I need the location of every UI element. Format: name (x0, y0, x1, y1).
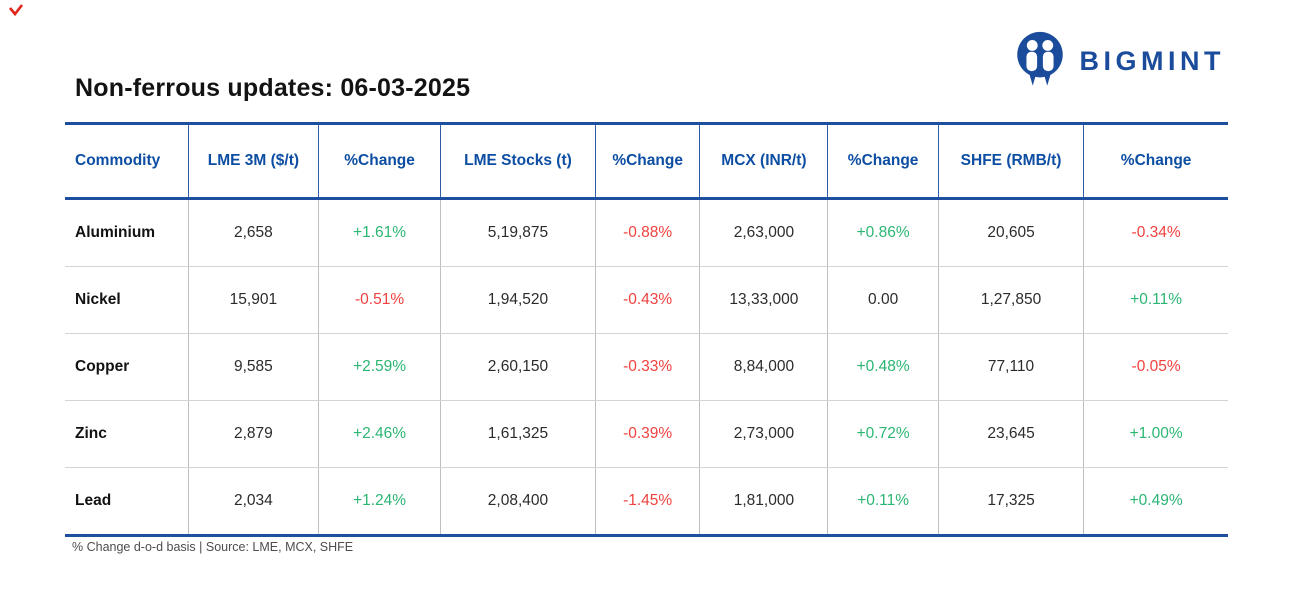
value-cell: 23,645 (938, 400, 1085, 468)
value-cell: 1,27,850 (938, 266, 1085, 334)
column-header-4: %Change (595, 122, 701, 200)
value-cell: 20,605 (938, 198, 1085, 267)
change-cell: 0.00 (827, 266, 939, 334)
change-cell: +0.11% (1083, 266, 1228, 334)
change-cell: -0.33% (595, 333, 701, 401)
commodity-cell: Nickel (65, 266, 189, 334)
change-cell: +0.11% (827, 467, 939, 537)
commodity-table: Commodity LME 3M ($/t) %Change LME Stocks (… (65, 122, 1228, 537)
value-cell: 1,61,325 (440, 400, 596, 468)
change-cell: -0.05% (1083, 333, 1228, 401)
table-header-row: Commodity LME 3M ($/t) %Change LME Stocks (… (65, 122, 1228, 200)
change-cell: -0.39% (595, 400, 701, 468)
table-row: Zinc 2,879 +2.46% 1,61,325 -0.39% 2,73,000 +0.… (65, 400, 1228, 468)
change-cell: +0.72% (827, 400, 939, 468)
table-row: Copper 9,585 +2.59% 2,60,150 -0.33% 8,84,000 +… (65, 333, 1228, 401)
column-header-5: MCX (INR/t) (699, 122, 829, 200)
change-cell: +1.61% (318, 198, 442, 267)
change-cell: +2.46% (318, 400, 442, 468)
value-cell: 17,325 (938, 467, 1085, 537)
table-row: Nickel 15,901 -0.51% 1,94,520 -0.43% 13,33,00… (65, 266, 1228, 334)
page-title: Non-ferrous updates: 06-03-2025 (75, 74, 471, 102)
value-cell: 2,879 (188, 400, 320, 468)
bigmint-logo-icon (1010, 30, 1070, 92)
change-cell: -0.34% (1083, 198, 1228, 267)
table-row: Lead 2,034 +1.24% 2,08,400 -1.45% 1,81,000 +0.… (65, 467, 1228, 537)
value-cell: 1,94,520 (440, 266, 596, 334)
corner-annotation-mark (9, 3, 24, 22)
column-header-7: SHFE (RMB/t) (938, 122, 1085, 200)
brand-name: BIGMINT (1079, 45, 1225, 76)
value-cell: 1,81,000 (699, 467, 829, 537)
change-cell: +0.48% (827, 333, 939, 401)
change-cell: -1.45% (595, 467, 701, 537)
change-cell: +0.49% (1083, 467, 1228, 537)
change-cell: +1.00% (1083, 400, 1228, 468)
change-cell: +1.24% (318, 467, 442, 537)
value-cell: 9,585 (188, 333, 320, 401)
column-header-6: %Change (827, 122, 939, 200)
value-cell: 15,901 (188, 266, 320, 334)
commodity-cell: Lead (65, 467, 189, 537)
change-cell: -0.88% (595, 198, 701, 267)
column-header-3: LME Stocks (t) (440, 122, 596, 200)
change-cell: -0.43% (595, 266, 701, 334)
value-cell: 2,73,000 (699, 400, 829, 468)
value-cell: 77,110 (938, 333, 1085, 401)
change-cell: +2.59% (318, 333, 442, 401)
value-cell: 8,84,000 (699, 333, 829, 401)
change-cell: +0.86% (827, 198, 939, 267)
table-row: Aluminium 2,658 +1.61% 5,19,875 -0.88% 2,63,0… (65, 198, 1228, 267)
column-header-1: LME 3M ($/t) (188, 122, 320, 200)
value-cell: 13,33,000 (699, 266, 829, 334)
commodity-table-wrap: Commodity LME 3M ($/t) %Change LME Stocks (… (65, 122, 1228, 537)
column-header-commodity: Commodity (65, 122, 189, 200)
value-cell: 2,63,000 (699, 198, 829, 267)
commodity-cell: Copper (65, 333, 189, 401)
column-header-2: %Change (318, 122, 442, 200)
commodity-cell: Zinc (65, 400, 189, 468)
value-cell: 2,60,150 (440, 333, 596, 401)
brand-logo: BIGMINT (1010, 30, 1226, 92)
value-cell: 2,034 (188, 467, 320, 537)
value-cell: 5,19,875 (440, 198, 596, 267)
change-cell: -0.51% (318, 266, 442, 334)
commodity-cell: Aluminium (65, 198, 189, 267)
column-header-8: %Change (1083, 122, 1228, 200)
footnote: % Change d-o-d basis | Source: LME, MCX,… (72, 540, 354, 554)
value-cell: 2,658 (188, 198, 320, 267)
value-cell: 2,08,400 (440, 467, 596, 537)
